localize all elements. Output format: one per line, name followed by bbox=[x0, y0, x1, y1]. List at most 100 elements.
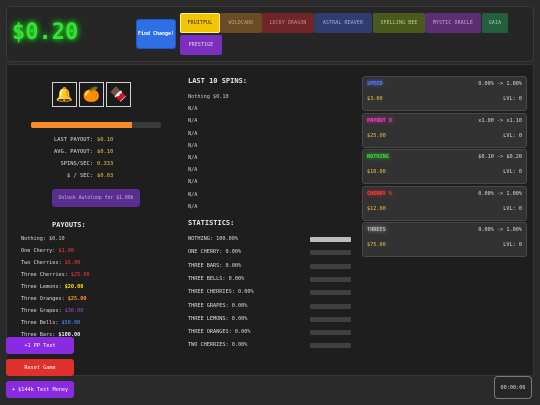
money-per-sec-row: $ / SEC: $0.03 bbox=[0, 173, 168, 179]
payout-value: $0.10 bbox=[49, 236, 65, 242]
statistics-title: STATISTICS: bbox=[188, 219, 235, 227]
spins-per-sec-row: SPINS/SEC: 0.333 bbox=[0, 161, 168, 167]
payout-row: Three Cherries: $25.00 bbox=[21, 272, 90, 278]
upgrade-level: LVL: 0 bbox=[503, 242, 522, 248]
slot-reels[interactable]: 🔔 🍊 🍫 bbox=[52, 82, 131, 107]
spin-history-item: N/A bbox=[188, 167, 198, 174]
tab-fruitful[interactable]: FRUITFUL bbox=[180, 13, 220, 33]
statistic-bar bbox=[310, 250, 351, 256]
payout-value: $5.00 bbox=[64, 260, 81, 266]
statistic-label: THREE LEMONS: 0.00% bbox=[188, 315, 248, 322]
upgrade-cost: $25.00 bbox=[367, 132, 386, 139]
payout-value: $25.00 bbox=[67, 296, 87, 302]
avg-payout-row: AVG. PAYOUT: $0.10 bbox=[0, 149, 168, 155]
payout-value: $100.00 bbox=[58, 332, 81, 338]
unlock-autoloop-button[interactable]: Unlock Autoloop for $1.00k bbox=[52, 189, 140, 207]
statistic-label: THREE CHERRIES: 0.00% bbox=[188, 289, 254, 296]
payout-row: Three Oranges: $25.00 bbox=[21, 296, 86, 302]
upgrade-name: NOTHING bbox=[367, 154, 389, 160]
money-per-sec-value: $0.03 bbox=[97, 173, 114, 179]
payout-row: Three Bars: $100.00 bbox=[21, 332, 80, 338]
avg-payout-value: $0.10 bbox=[97, 149, 114, 155]
tab-spelling-bee[interactable]: SPELLING BEE bbox=[373, 13, 425, 33]
payout-row: Three Grapes: $30.00 bbox=[21, 308, 83, 314]
payout-value: $20.00 bbox=[64, 284, 84, 290]
upgrade-card[interactable]: PAYOUT X x1.00 -> x1.10 $25.00 LVL: 0 bbox=[362, 112, 527, 148]
tab-wildcard[interactable]: WILDCARD bbox=[220, 13, 262, 33]
find-change-button[interactable]: Find Change! bbox=[136, 19, 176, 49]
spin-history-item: N/A bbox=[188, 191, 198, 198]
statistic-bar bbox=[310, 303, 351, 309]
spin-history-item: N/A bbox=[188, 142, 198, 149]
payout-row: One Cherry: $1.00 bbox=[21, 248, 74, 254]
payout-row: Three Bells: $50.00 bbox=[21, 320, 80, 326]
upgrade-card[interactable]: SPEED 0.00% -> 1.00% $3.00 LVL: 0 bbox=[362, 76, 527, 111]
last-payout-row: LAST PAYOUT: $0.10 bbox=[0, 137, 168, 143]
payout-label: One Cherry: bbox=[21, 248, 56, 254]
upgrade-cost: $12.00 bbox=[367, 205, 386, 212]
statistic-label: THREE BELLS: 0.00% bbox=[188, 275, 245, 282]
upgrade-card[interactable]: CHERRY % 0.00% -> 1.00% $12.00 LVL: 0 bbox=[362, 185, 527, 221]
payouts-title: PAYOUTS: bbox=[52, 221, 86, 229]
payout-value: $30.00 bbox=[64, 308, 84, 314]
upgrade-level: LVL: 0 bbox=[503, 169, 522, 175]
upgrade-name: THREES bbox=[367, 227, 386, 233]
statistic-label: THREE GRAPES: 0.00% bbox=[188, 302, 248, 309]
payout-label: Nothing: bbox=[21, 236, 46, 242]
last-payout-value: $0.10 bbox=[97, 137, 114, 143]
pp-test-button[interactable]: +1 PP Test bbox=[6, 337, 74, 354]
tab-gaia[interactable]: GAIA bbox=[482, 13, 508, 33]
upgrade-card[interactable]: NOTHING $0.10 -> $0.20 $10.00 LVL: 0 bbox=[362, 149, 527, 184]
payout-label: Two Cherries: bbox=[21, 260, 62, 266]
bell-icon: 🔔 bbox=[52, 82, 77, 107]
last-spins-title: LAST 10 SPINS: bbox=[188, 77, 248, 85]
avg-payout-label: AVG. PAYOUT: bbox=[54, 149, 93, 155]
upgrade-level: LVL: 0 bbox=[503, 205, 522, 212]
money-display: $0.20 bbox=[12, 20, 79, 45]
tab-lucky-dragon[interactable]: LUCKY DRAGON bbox=[262, 13, 314, 33]
orange-icon: 🍊 bbox=[79, 82, 104, 107]
statistic-bar bbox=[310, 276, 351, 282]
spin-history-item: N/A bbox=[188, 118, 198, 125]
reset-game-button[interactable]: Reset Game bbox=[6, 359, 74, 376]
upgrade-name: CHERRY % bbox=[367, 190, 392, 197]
spin-progress-fill bbox=[31, 122, 133, 128]
play-timer: 00:00:06 bbox=[494, 376, 532, 399]
statistic-label: ONE CHERRY: 0.00% bbox=[188, 249, 242, 256]
tab-astral-reaver[interactable]: ASTRAL REAVER bbox=[314, 13, 372, 33]
payout-row: Nothing: $0.10 bbox=[21, 236, 65, 242]
spin-history-item: N/A bbox=[188, 155, 198, 161]
statistic-bar bbox=[310, 237, 351, 242]
upgrade-level: LVL: 0 bbox=[503, 132, 522, 139]
payout-label: Three Oranges: bbox=[21, 296, 65, 302]
upgrade-cost: $3.00 bbox=[367, 96, 383, 102]
payout-label: Three Lemons: bbox=[21, 284, 62, 290]
payout-row: Three Lemons: $20.00 bbox=[21, 284, 83, 290]
tab-prestige[interactable]: PRESTIGE bbox=[180, 35, 222, 55]
statistic-bar bbox=[310, 263, 351, 269]
chocolate-bar-icon: 🍫 bbox=[106, 82, 131, 107]
upgrade-rate: 0.00% -> 1.00% bbox=[478, 190, 522, 197]
spin-history-item: N/A bbox=[188, 106, 198, 113]
upgrade-card[interactable]: THREES 0.00% -> 1.00% $75.00 LVL: 0 bbox=[362, 222, 527, 257]
spins-per-sec-label: SPINS/SEC: bbox=[60, 161, 93, 167]
payout-value: $50.00 bbox=[61, 320, 81, 326]
upgrade-rate: 0.00% -> 1.00% bbox=[478, 227, 522, 233]
tab-mystic-oracle[interactable]: MYSTIC ORACLE bbox=[425, 13, 481, 33]
upgrade-name: PAYOUT X bbox=[367, 117, 392, 124]
upgrade-cost: $10.00 bbox=[367, 169, 386, 175]
payout-value: $1.00 bbox=[58, 248, 74, 254]
upgrade-level: LVL: 0 bbox=[503, 96, 522, 102]
test-money-button[interactable]: + $144k Test Money bbox=[6, 381, 74, 398]
payout-value: $25.00 bbox=[70, 272, 90, 278]
statistic-label: TWO CHERRIES: 0.00% bbox=[188, 342, 248, 349]
statistic-bar bbox=[310, 330, 351, 336]
statistic-bar-fill bbox=[310, 237, 351, 242]
upgrade-rate: 0.00% -> 1.00% bbox=[478, 81, 522, 87]
spin-progress-bar bbox=[31, 122, 161, 128]
statistic-label: THREE BARS: 0.00% bbox=[188, 262, 242, 269]
payout-label: Three Cherries: bbox=[21, 272, 68, 278]
payout-label: Three Grapes: bbox=[21, 308, 62, 314]
upgrade-cost: $75.00 bbox=[367, 242, 386, 248]
statistic-label: NOTHING: 100.00% bbox=[188, 236, 238, 242]
